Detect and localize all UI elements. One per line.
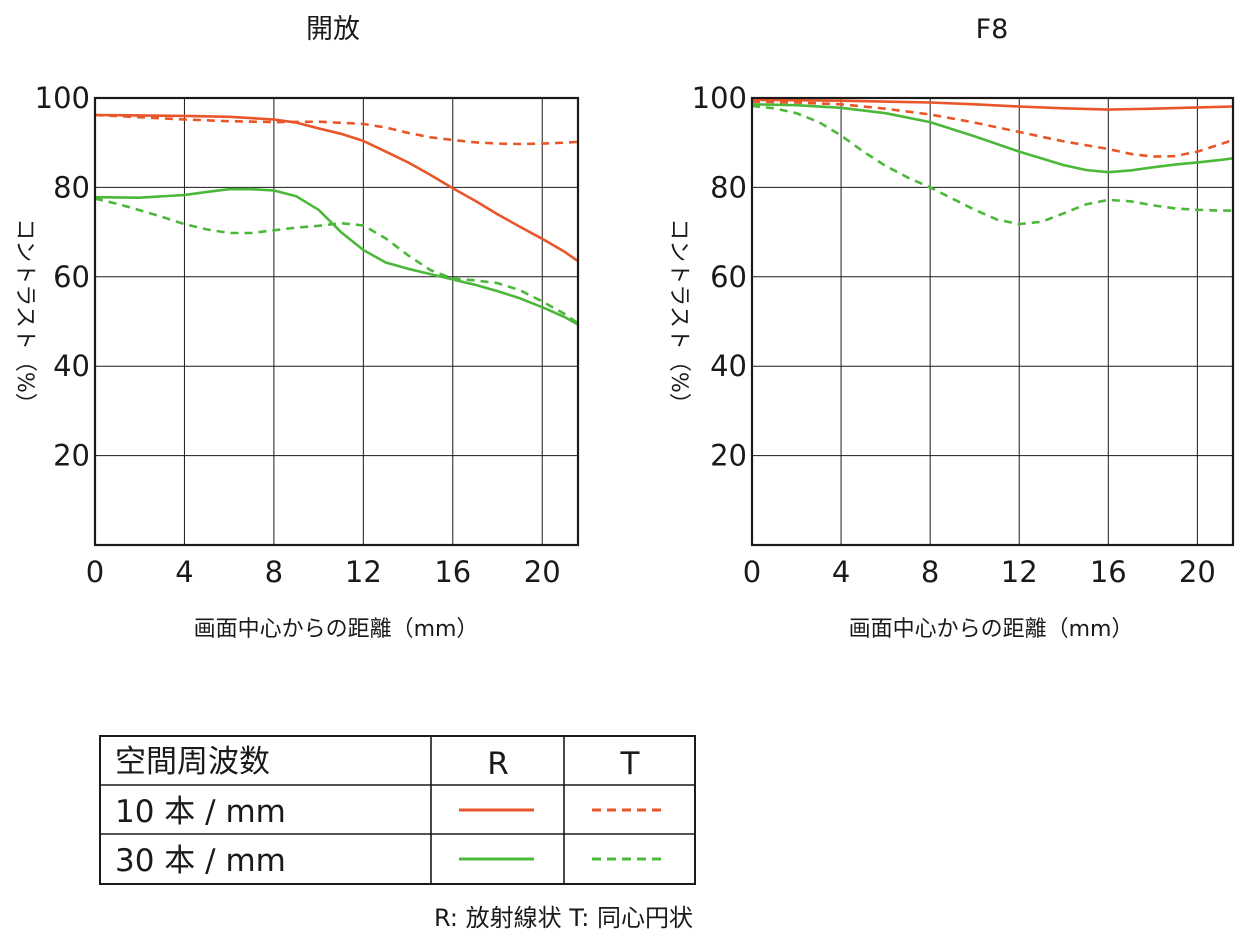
plot-frame (93, 96, 580, 547)
x-tick-label: 12 (345, 555, 382, 589)
legend-row-label: 30 本 / mm (115, 843, 286, 879)
y-axis-label-text: コントラスト（%） (666, 218, 691, 414)
y-tick-label: 80 (710, 170, 747, 204)
series-group (94, 113, 579, 326)
legend-col-r: R (487, 746, 509, 782)
series-line-r30-r (94, 187, 579, 326)
x-tick-label: 4 (832, 555, 850, 589)
series-line-r30-t (751, 104, 1233, 226)
x-tick-label: 20 (1179, 555, 1216, 589)
series-line-r30-r (751, 103, 1234, 174)
x-tick-label: 8 (265, 555, 283, 589)
y-tick-label: 40 (53, 349, 90, 383)
legend-row-label: 10 本 / mm (115, 794, 286, 830)
y-tick-labels: 20 40 60 80 100 (35, 81, 90, 473)
legend-table: 空間周波数 R T 10 本 / mm 30 本 / mm (99, 735, 696, 885)
y-tick-label: 20 (710, 439, 747, 473)
y-tick-labels: 20 40 60 80 100 (692, 81, 747, 473)
grid (95, 98, 578, 545)
chart-title: F8 (976, 14, 1009, 45)
x-axis-label: 画面中心からの距離（mm） (849, 617, 1134, 642)
x-tick-labels: 0 4 8 12 16 20 (743, 555, 1216, 589)
x-tick-label: 12 (1001, 555, 1038, 589)
plot-frame (750, 96, 1235, 547)
y-tick-label: 80 (53, 170, 90, 204)
series-line-r10-t (94, 113, 579, 146)
x-tick-label: 8 (921, 555, 939, 589)
series-line-r10-t (751, 100, 1234, 158)
series-line-r10-r (751, 98, 1234, 111)
series-line-r10-r (94, 113, 579, 263)
legend-note: R: 放射線状 T: 同心円状 (434, 904, 693, 932)
y-axis-label: コントラスト（%） (12, 218, 37, 414)
mtf-chart-f8: F8 コントラスト（%） 20 40 60 80 100 0 4 8 12 16 20 画面中心か… (666, 14, 1235, 642)
x-tick-labels: 0 4 8 12 16 20 (86, 555, 561, 589)
x-tick-label: 4 (175, 555, 193, 589)
y-tick-label: 100 (692, 81, 747, 115)
x-tick-label: 16 (1090, 555, 1127, 589)
x-axis-label: 画面中心からの距離（mm） (194, 617, 479, 642)
y-tick-label: 20 (53, 439, 90, 473)
y-tick-label: 60 (710, 260, 747, 294)
x-tick-label: 16 (434, 555, 471, 589)
y-axis-label: コントラスト（%） (666, 218, 691, 414)
series-group (751, 98, 1234, 226)
x-tick-label: 0 (86, 555, 104, 589)
legend-border (99, 735, 696, 885)
y-tick-label: 60 (53, 260, 90, 294)
legend-col-t: T (620, 746, 641, 782)
x-tick-label: 20 (524, 555, 561, 589)
y-tick-label: 40 (710, 349, 747, 383)
mtf-chart-open: 開放 コントラスト（%） 20 40 60 80 100 0 4 8 12 16 20 画面中心か… (12, 14, 580, 642)
chart-title: 開放 (306, 14, 360, 45)
y-axis-label-text: コントラスト（%） (12, 218, 37, 414)
y-tick-label: 100 (35, 81, 90, 115)
series-line-r30-t (94, 197, 579, 325)
x-tick-label: 0 (743, 555, 761, 589)
legend-header: 空間周波数 (115, 744, 270, 780)
